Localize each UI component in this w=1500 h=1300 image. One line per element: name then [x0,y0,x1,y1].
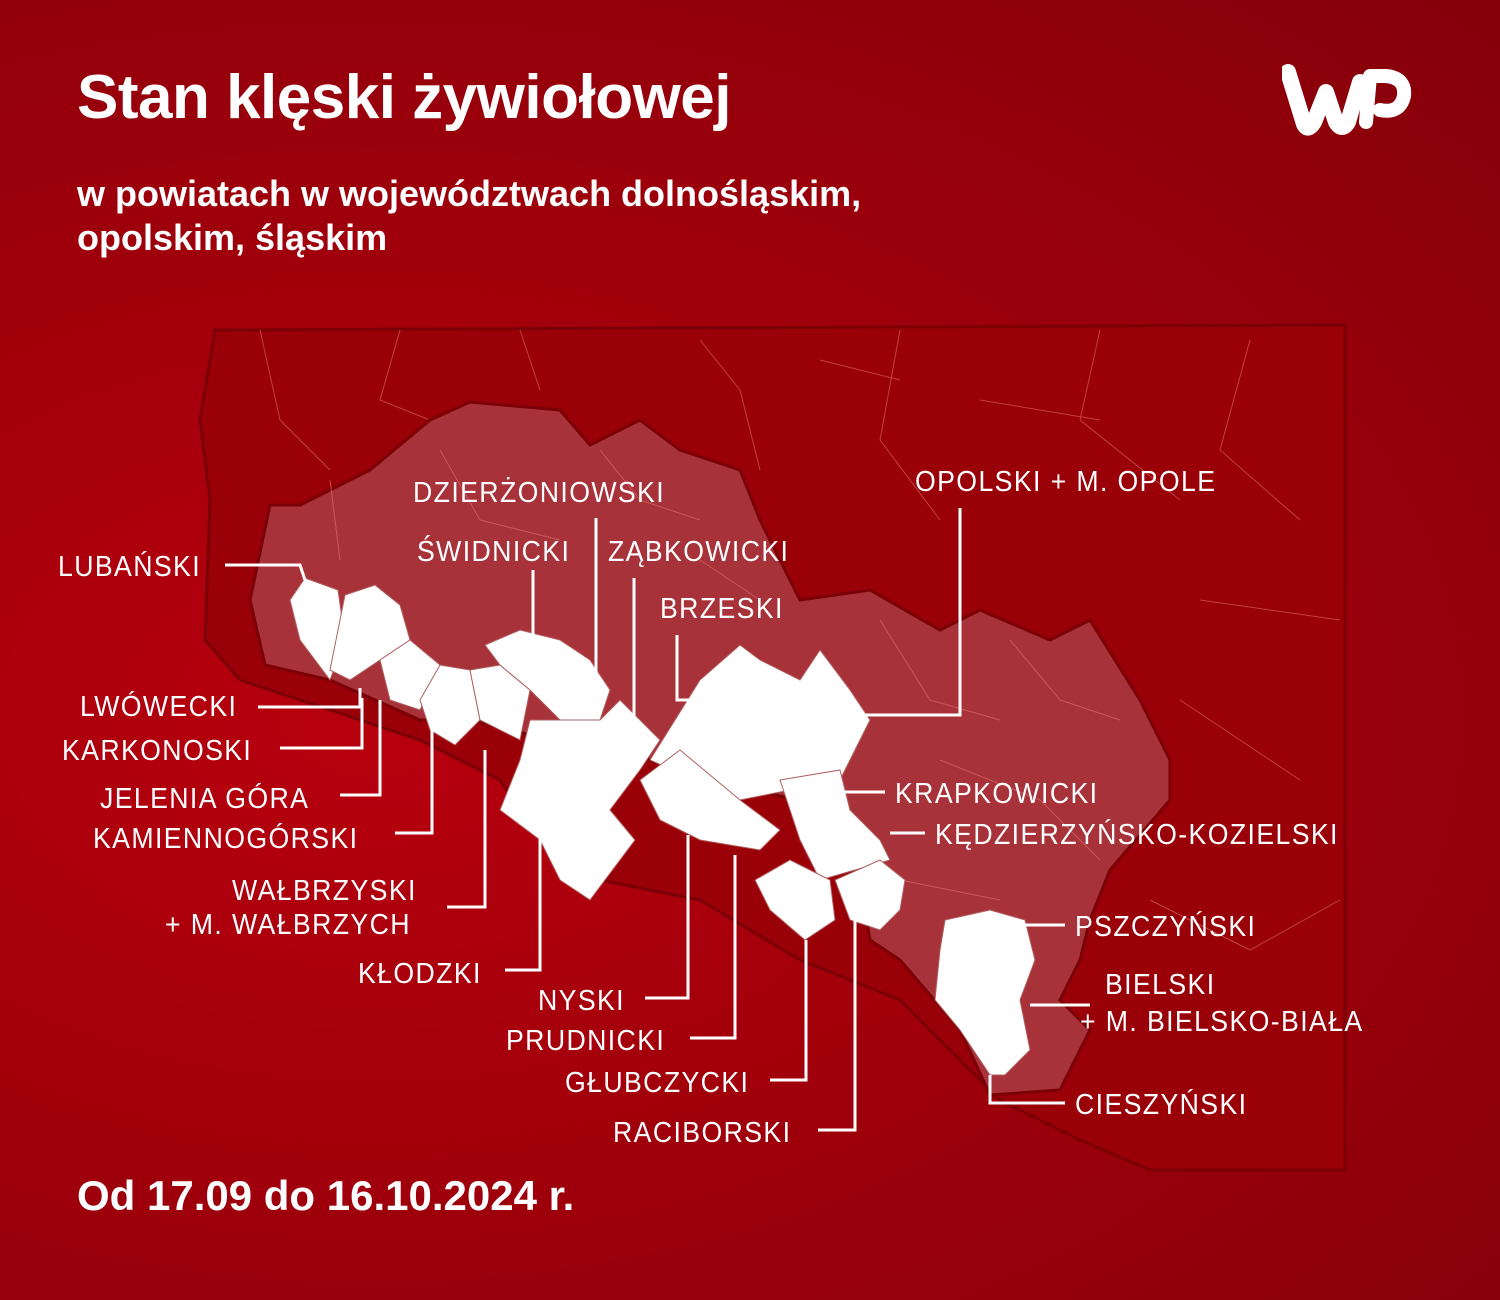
wp-logo [1282,64,1412,136]
label-zabkowicki: ZĄBKOWICKI [608,536,790,568]
label-jelenia-gora: JELENIA GÓRA [100,783,310,815]
label-bielski: BIELSKI [1105,969,1216,1001]
label-walbrzych: + M. WAŁBRZYCH [165,909,411,941]
label-opolski: OPOLSKI + M. OPOLE [915,466,1217,498]
label-karkonoski: KARKONOSKI [62,735,253,767]
label-walbrzyski: WAŁBRZYSKI [232,875,417,907]
leader-lines [225,508,1090,1132]
county-borders [259,329,1341,951]
affected-county-borders [329,449,1121,901]
subtitle-line-1: w powiatach w województwach dolnośląskim… [77,173,862,214]
label-prudnicki: PRUDNICKI [506,1025,666,1057]
label-krapkowicki: KRAPKOWICKI [895,778,1099,810]
label-cieszynski: CIESZYŃSKI [1075,1089,1248,1121]
label-lwowecki: LWÓWECKI [80,691,238,723]
date-range: Od 17.09 do 16.10.2024 r. [77,1172,575,1219]
subtitle-line-2: opolskim, śląskim [77,217,388,258]
label-bielsko-biala: + M. BIELSKO-BIAŁA [1080,1006,1364,1038]
label-nyski: NYSKI [538,985,625,1017]
label-kedzierzynsko-kozielski: KĘDZIERZYŃSKO-KOZIELSKI [935,819,1339,851]
subtitle: w powiatach w województwach dolnośląskim… [77,172,861,260]
label-glubczycki: GŁUBCZYCKI [565,1067,750,1099]
page-title: Stan klęski żywiołowej [77,63,732,132]
label-kamiennogorski: KAMIENNOGÓRSKI [93,823,359,855]
label-swidnicki: ŚWIDNICKI [417,536,571,568]
label-lubanski: LUBAŃSKI [58,551,202,583]
label-raciborski: RACIBORSKI [613,1117,792,1149]
label-brzeski: BRZESKI [660,593,784,625]
label-pszczynski: PSZCZYŃSKI [1075,911,1257,943]
label-klodzki: KŁODZKI [358,958,482,990]
label-dzierzoniowski: DZIERŻONIOWSKI [413,477,666,509]
affected-counties [289,577,1036,1076]
